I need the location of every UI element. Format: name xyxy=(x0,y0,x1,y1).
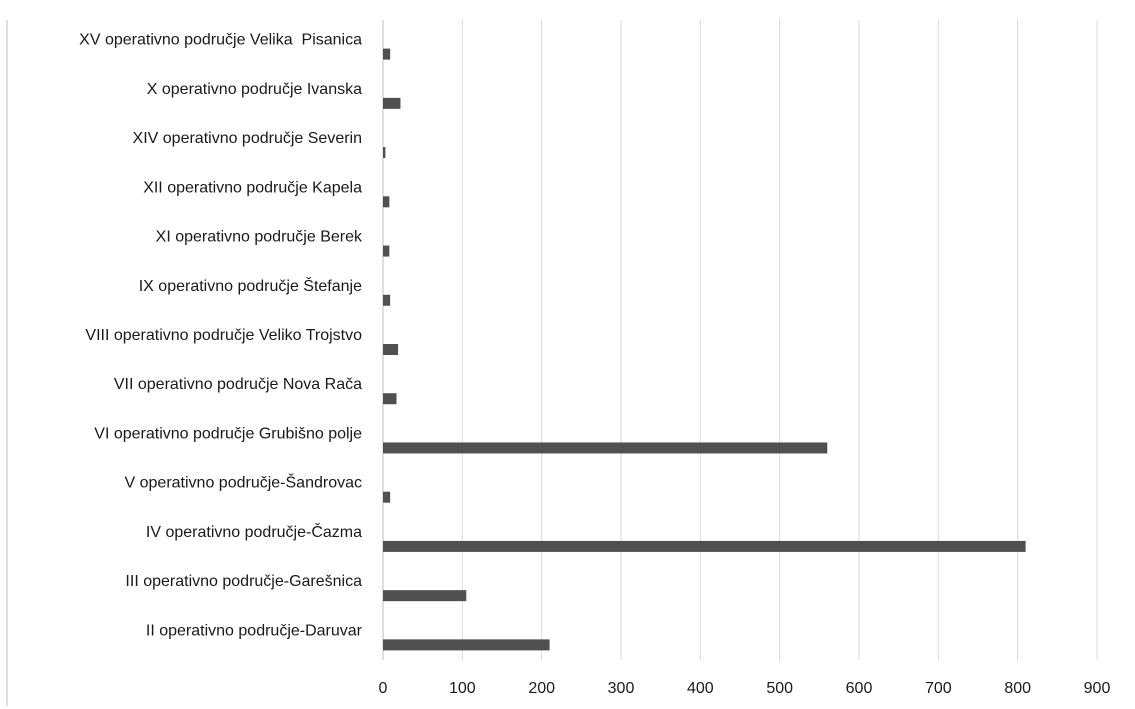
bar xyxy=(383,294,391,306)
x-tick-label: 500 xyxy=(766,680,793,697)
bar xyxy=(383,147,386,159)
x-tick-label: 0 xyxy=(379,680,388,697)
x-tick-label: 400 xyxy=(687,680,714,697)
category-label: II operativno područje-Daruvar xyxy=(146,622,363,639)
x-tick-label: 900 xyxy=(1084,680,1111,697)
bars xyxy=(383,48,1026,651)
category-label: V operativno područje-Šandrovac xyxy=(125,473,362,492)
bar xyxy=(383,196,390,208)
x-tick-label: 700 xyxy=(925,680,952,697)
bar xyxy=(383,97,401,109)
x-tick-label: 200 xyxy=(528,680,555,697)
bar xyxy=(383,442,828,454)
bar xyxy=(383,639,550,651)
category-label: VIII operativno područje Veliko Trojstvo xyxy=(85,327,362,344)
bar xyxy=(383,393,397,405)
category-label: XIV operativno područje Severin xyxy=(133,130,362,147)
category-label: VI operativno područje Grubišno polje xyxy=(94,425,362,442)
x-tick-label: 300 xyxy=(608,680,635,697)
x-tick-labels: 0 100 200 300 400 500 600 700 800 900 xyxy=(379,680,1111,697)
category-label: XV operativno područje Velika Pisanica xyxy=(79,32,362,49)
category-label: XI operativno područje Berek xyxy=(156,229,363,246)
category-label: IV operativno područje-Čazma xyxy=(146,522,362,541)
bar xyxy=(383,245,390,257)
bar xyxy=(383,48,391,60)
bar xyxy=(383,491,391,503)
x-tick-label: 800 xyxy=(1004,680,1031,697)
category-label: VII operativno područje Nova Rača xyxy=(114,376,362,393)
category-label: III operativno područje-Garešnica xyxy=(125,573,362,590)
category-labels: XV operativno područje Velika Pisanica X … xyxy=(79,32,363,640)
bar xyxy=(383,540,1026,552)
bar xyxy=(383,344,399,355)
category-label: XII operativno područje Kapela xyxy=(143,179,362,196)
x-tick-label: 600 xyxy=(846,680,873,697)
bar xyxy=(383,590,467,602)
grid-lines xyxy=(382,20,1098,660)
x-tick-label: 100 xyxy=(449,680,476,697)
category-label: IX operativno područje Štefanje xyxy=(139,276,362,295)
category-label: X operativno područje Ivanska xyxy=(147,81,362,98)
